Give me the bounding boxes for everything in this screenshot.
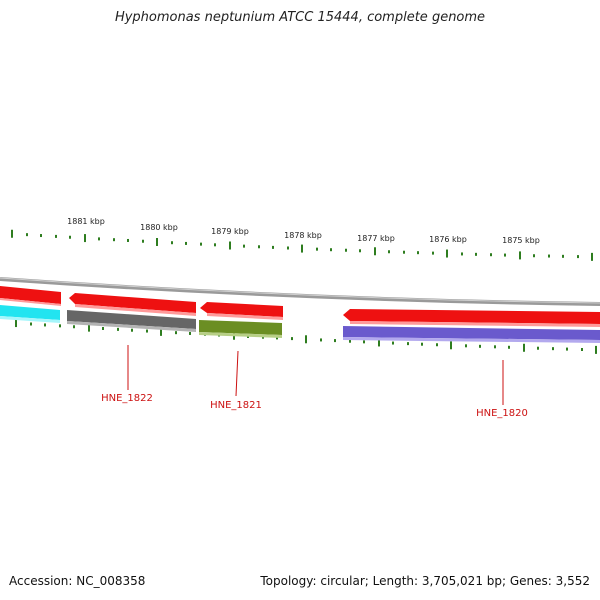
gene-arrow-cyan[interactable] <box>0 305 60 323</box>
gene-arrow-olive[interactable] <box>199 320 282 338</box>
gene-arrow-red-3[interactable] <box>200 302 283 320</box>
map-title: Hyphomonas neptunium ATCC 15444, complet… <box>114 10 486 25</box>
gene-arrow-purple[interactable] <box>343 326 600 343</box>
genome-backbone <box>0 277 600 306</box>
gene-arrow-red-2[interactable] <box>69 293 196 316</box>
gene-leader-line <box>235 350 239 397</box>
gene-arrow-gray[interactable] <box>67 310 196 332</box>
ruler-label: 1880 kbp <box>140 223 178 232</box>
ruler-label: 1875 kbp <box>502 236 540 245</box>
gene-arrow-red-4[interactable] <box>343 309 600 327</box>
ruler-label: 1876 kbp <box>429 235 467 244</box>
gene-label: HNE_1822 <box>101 393 153 404</box>
ruler-label: 1878 kbp <box>284 231 322 240</box>
gene-label: HNE_1820 <box>476 408 528 419</box>
ruler-label: 1877 kbp <box>357 234 395 243</box>
gene-arrow-red-1[interactable] <box>0 286 61 306</box>
ruler-label: 1881 kbp <box>67 217 105 226</box>
topology-text: Topology: circular; Length: 3,705,021 bp… <box>260 574 590 588</box>
gene-label: HNE_1821 <box>210 400 262 411</box>
ruler-label: 1879 kbp <box>211 227 249 236</box>
accession-text: Accession: NC_008358 <box>9 574 146 588</box>
